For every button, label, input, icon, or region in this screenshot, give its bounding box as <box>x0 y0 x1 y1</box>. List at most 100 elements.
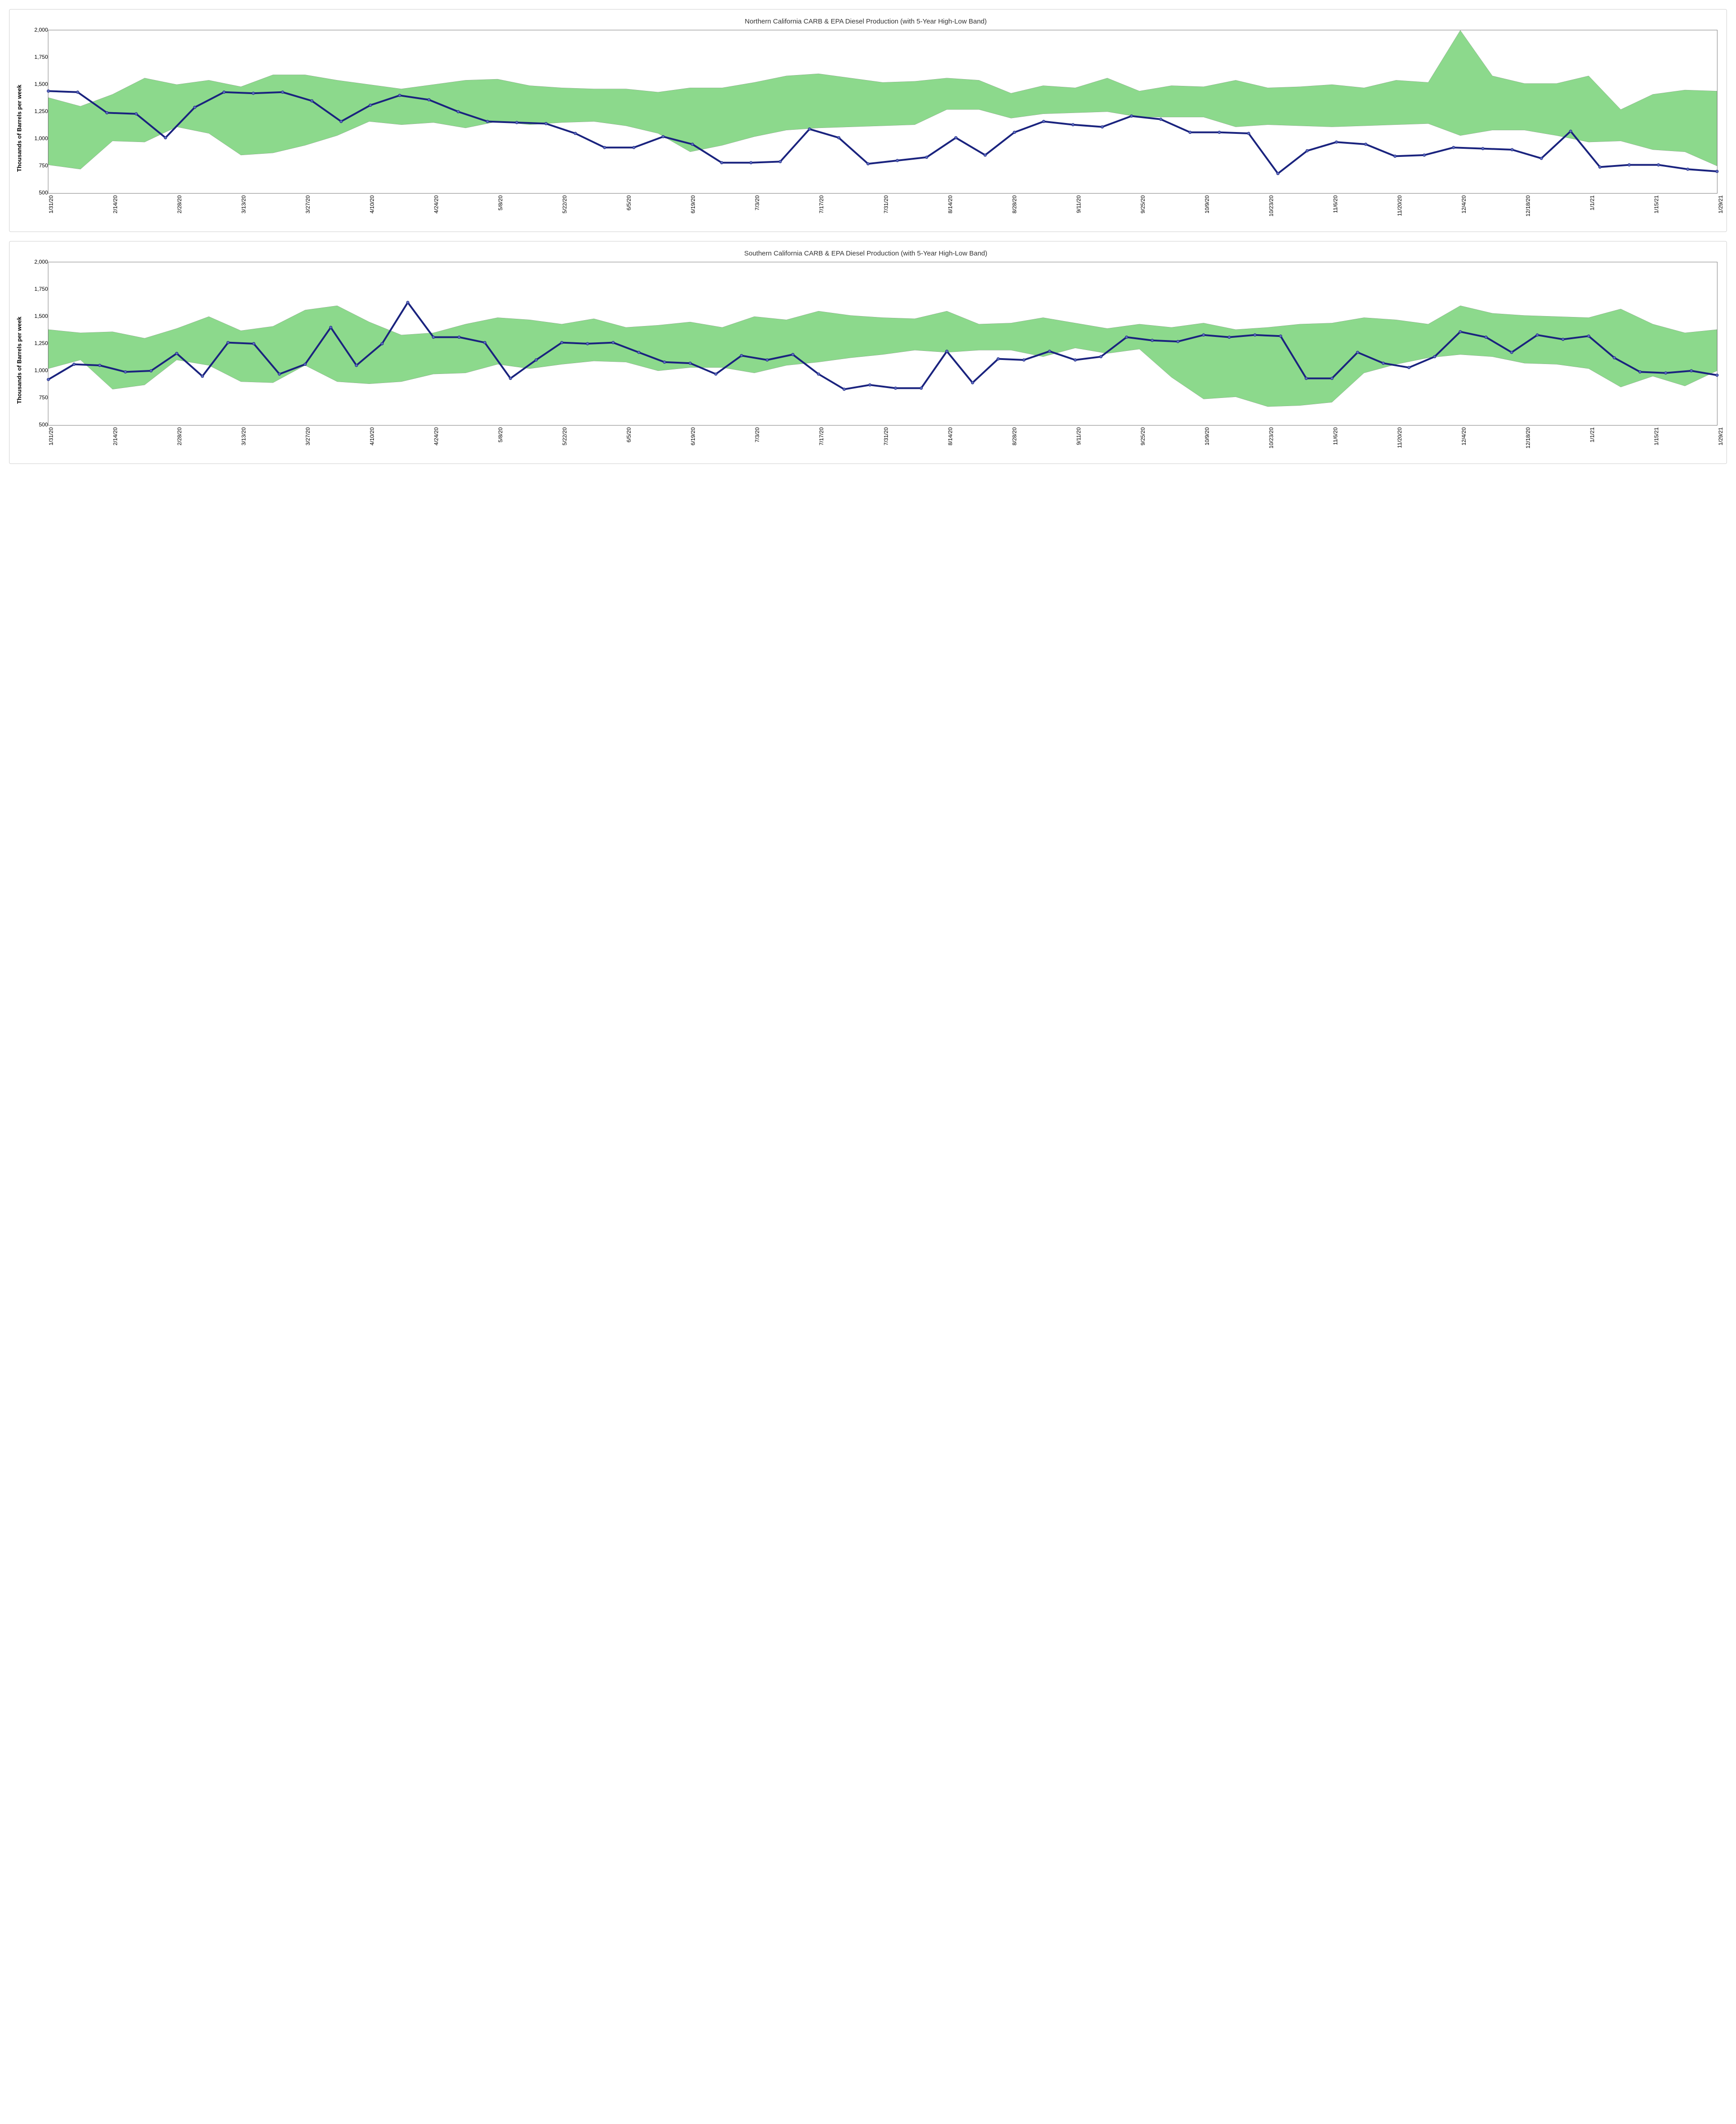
x-tick: 12/4/20 <box>1461 427 1467 445</box>
x-tick: 7/3/20 <box>754 427 760 442</box>
data-marker <box>663 361 666 364</box>
data-marker <box>124 370 127 373</box>
data-marker <box>432 336 435 339</box>
data-marker <box>1099 355 1102 358</box>
x-tick: 10/23/20 <box>1268 195 1274 217</box>
data-marker <box>428 99 430 101</box>
x-tick: 8/28/20 <box>1011 195 1018 213</box>
data-marker <box>1125 336 1128 339</box>
chart-title: Southern California CARB & EPA Diesel Pr… <box>14 250 1717 257</box>
x-tick: 10/9/20 <box>1204 195 1210 213</box>
plot-area <box>48 262 1717 426</box>
data-marker <box>406 301 409 304</box>
x-tick: 9/25/20 <box>1140 427 1146 445</box>
x-tick: 1/31/20 <box>48 427 54 445</box>
x-tick: 4/10/20 <box>369 427 375 445</box>
y-tick: 2,000 <box>34 259 48 265</box>
data-marker <box>515 121 518 124</box>
data-marker <box>509 377 512 380</box>
data-marker <box>106 111 108 114</box>
y-axis-label: Thousands of Barrels per week <box>14 30 24 227</box>
x-tick: 11/20/20 <box>1396 195 1403 216</box>
x-tick: 1/29/21 <box>1717 427 1724 445</box>
data-marker <box>76 91 79 94</box>
data-marker <box>1587 335 1590 337</box>
x-tick: 2/14/20 <box>112 427 118 445</box>
data-marker <box>867 162 869 165</box>
x-tick: 5/22/20 <box>561 427 568 445</box>
data-marker <box>398 94 401 97</box>
data-marker <box>1277 172 1279 175</box>
data-marker <box>920 387 923 389</box>
data-marker <box>1540 157 1543 160</box>
x-tick: 5/22/20 <box>561 195 568 213</box>
data-marker <box>252 92 255 95</box>
data-marker <box>1189 131 1191 134</box>
data-marker <box>1716 170 1718 173</box>
x-tick: 2/14/20 <box>112 195 118 213</box>
data-marker <box>1459 331 1462 333</box>
data-marker <box>574 132 577 135</box>
plot-area <box>48 30 1717 194</box>
data-marker <box>1639 370 1642 373</box>
y-tick: 1,000 <box>34 367 48 374</box>
y-tick: 500 <box>39 421 48 428</box>
data-marker <box>545 122 547 125</box>
x-tick: 9/11/20 <box>1076 195 1082 213</box>
data-marker <box>1394 155 1396 157</box>
data-marker <box>1202 334 1205 336</box>
data-marker <box>808 128 811 130</box>
data-marker <box>1686 168 1689 170</box>
y-axis-ticks: 2,0001,7501,5001,2501,000750500 <box>24 30 48 193</box>
data-marker <box>837 137 840 139</box>
x-axis-ticks: 1/31/202/14/202/28/203/13/203/27/204/10/… <box>48 195 1717 227</box>
data-marker <box>1481 147 1484 150</box>
data-marker <box>740 354 743 357</box>
data-marker <box>330 326 332 329</box>
data-marker <box>1657 164 1660 166</box>
data-marker <box>226 341 229 344</box>
data-marker <box>689 362 692 364</box>
x-tick: 7/17/20 <box>818 427 825 445</box>
data-marker <box>1569 130 1572 132</box>
data-marker <box>1511 148 1514 151</box>
data-marker <box>1177 340 1179 343</box>
data-marker <box>1101 126 1104 128</box>
data-marker <box>817 373 820 375</box>
data-marker <box>1074 359 1076 361</box>
data-marker <box>1023 359 1025 361</box>
data-marker <box>457 110 460 113</box>
y-tick: 750 <box>39 394 48 401</box>
data-marker <box>1218 131 1221 134</box>
data-marker <box>1356 351 1359 354</box>
x-tick: 1/1/21 <box>1589 427 1595 442</box>
chart-title: Northern California CARB & EPA Diesel Pr… <box>14 18 1717 25</box>
data-marker <box>1613 356 1616 359</box>
data-marker <box>612 341 614 344</box>
data-marker <box>603 146 606 149</box>
data-marker <box>1151 339 1154 342</box>
x-tick: 7/3/20 <box>754 195 760 210</box>
data-marker <box>99 364 101 367</box>
data-marker <box>1536 334 1539 336</box>
data-marker <box>750 161 752 164</box>
data-marker <box>1433 355 1436 358</box>
data-marker <box>843 388 845 391</box>
data-marker <box>340 120 343 123</box>
x-tick: 1/31/20 <box>48 195 54 213</box>
x-tick: 1/15/21 <box>1653 195 1660 213</box>
data-marker <box>223 91 226 94</box>
data-marker <box>954 137 957 139</box>
data-marker <box>483 341 486 344</box>
data-marker <box>47 90 50 92</box>
x-tick: 10/9/20 <box>1204 427 1210 445</box>
data-marker <box>1382 362 1385 364</box>
data-marker <box>252 342 255 345</box>
x-tick: 7/17/20 <box>818 195 825 213</box>
data-marker <box>691 143 694 146</box>
x-tick: 1/15/21 <box>1653 427 1660 445</box>
data-marker <box>1254 334 1256 336</box>
y-tick: 1,250 <box>34 340 48 346</box>
data-marker <box>1561 338 1564 341</box>
x-tick: 2/28/20 <box>176 195 183 213</box>
